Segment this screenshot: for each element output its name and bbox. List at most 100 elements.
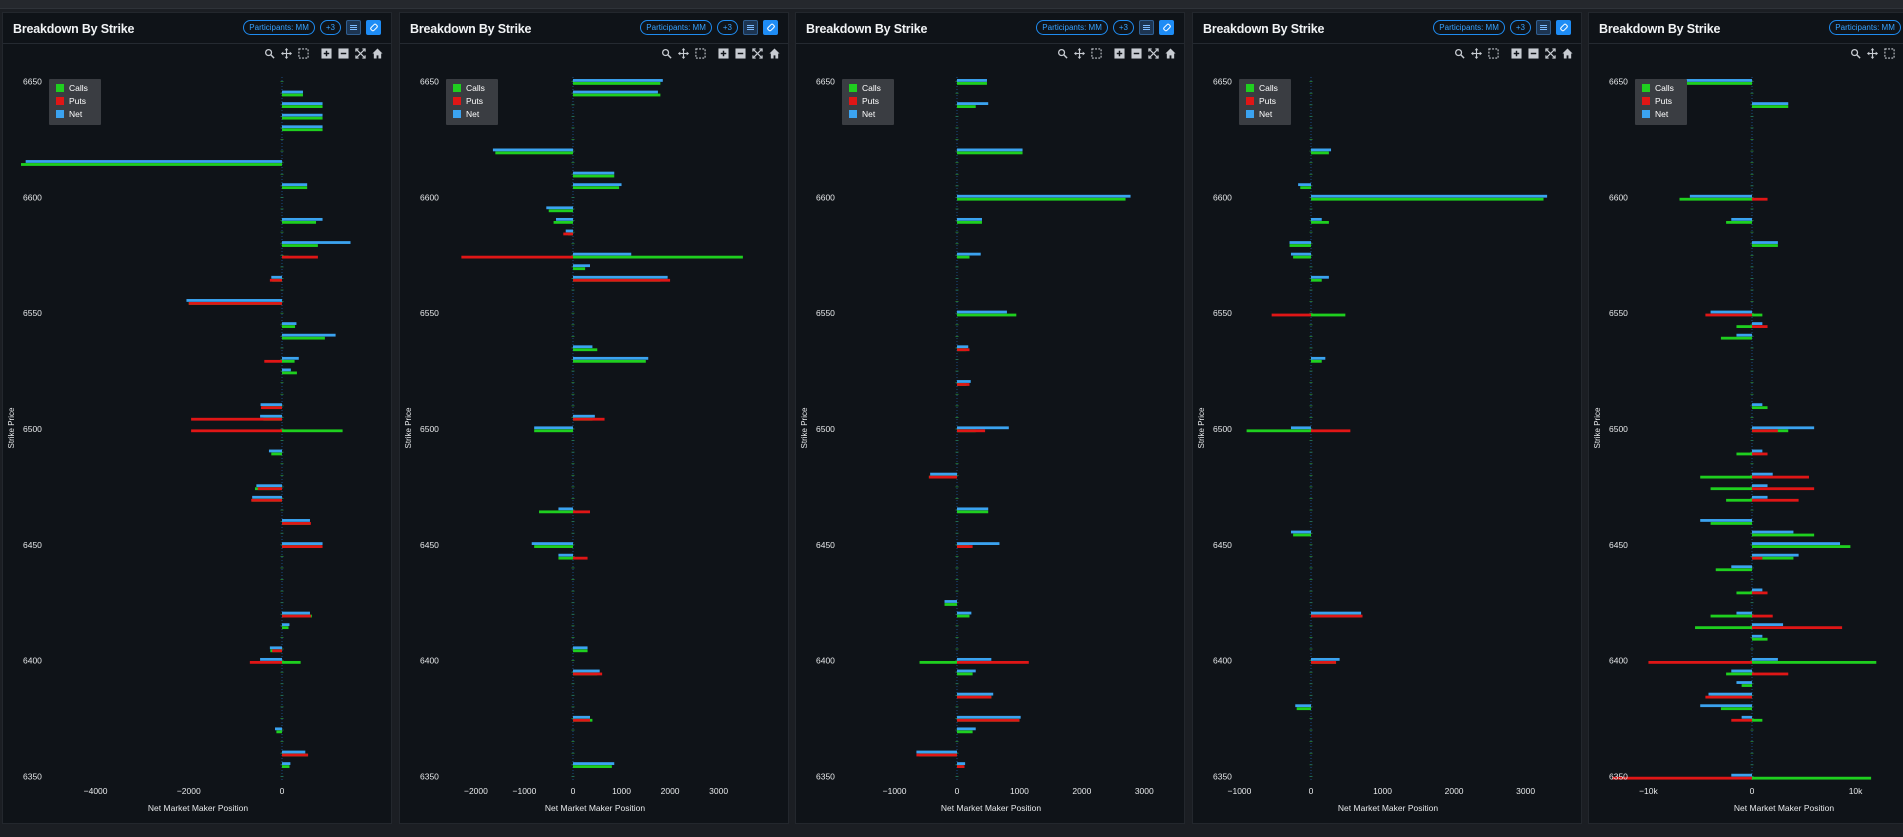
net-bar[interactable] bbox=[916, 750, 957, 754]
net-bar[interactable] bbox=[957, 102, 989, 105]
more-filters-chip[interactable]: +3 bbox=[716, 20, 738, 35]
zoom-out-icon[interactable] bbox=[1130, 47, 1142, 59]
legend[interactable]: Calls Puts Net bbox=[1635, 79, 1687, 125]
net-bar[interactable] bbox=[957, 611, 972, 615]
puts-bar[interactable] bbox=[957, 545, 973, 548]
net-bar[interactable] bbox=[957, 252, 981, 256]
calls-bar[interactable] bbox=[282, 220, 317, 224]
net-bar[interactable] bbox=[260, 657, 282, 661]
net-bar[interactable] bbox=[252, 495, 282, 499]
puts-bar[interactable] bbox=[282, 545, 323, 548]
calls-bar[interactable] bbox=[1752, 556, 1794, 560]
calls-bar[interactable] bbox=[1726, 498, 1752, 502]
puts-bar[interactable] bbox=[957, 660, 1029, 664]
zoom-in-icon[interactable] bbox=[1113, 47, 1125, 59]
calls-bar[interactable] bbox=[1695, 626, 1752, 630]
list-settings-button[interactable] bbox=[346, 20, 361, 35]
calls-bar[interactable] bbox=[282, 765, 290, 768]
list-settings-button[interactable] bbox=[1536, 20, 1551, 35]
calls-bar[interactable] bbox=[957, 220, 982, 224]
net-bar[interactable] bbox=[1736, 611, 1752, 615]
bar-chart[interactable]: 6350 6400 6450 6500 6550 6600 6650 −10k 0 10k Net … bbox=[1589, 13, 1903, 824]
calls-bar[interactable] bbox=[282, 660, 301, 664]
net-bar[interactable] bbox=[1311, 275, 1329, 279]
zoom-icon[interactable] bbox=[1453, 47, 1465, 59]
puts-bar[interactable] bbox=[1311, 429, 1351, 433]
calls-bar[interactable] bbox=[282, 116, 323, 120]
puts-bar[interactable] bbox=[282, 614, 311, 618]
net-bar[interactable] bbox=[1298, 183, 1311, 187]
link-button[interactable] bbox=[1159, 20, 1174, 35]
calls-bar[interactable] bbox=[1300, 186, 1311, 190]
calls-bar[interactable] bbox=[1246, 429, 1311, 433]
list-settings-button[interactable] bbox=[1139, 20, 1154, 35]
bar-chart[interactable]: 6350 6400 6450 6500 6550 6600 6650 −1000 0 1000 20… bbox=[1193, 13, 1582, 824]
puts-bar[interactable] bbox=[1752, 591, 1768, 595]
link-button[interactable] bbox=[763, 20, 778, 35]
puts-bar[interactable] bbox=[461, 255, 573, 259]
puts-bar[interactable] bbox=[957, 348, 970, 352]
calls-bar[interactable] bbox=[1296, 707, 1311, 711]
more-filters-chip[interactable]: +3 bbox=[1112, 20, 1134, 35]
net-bar[interactable] bbox=[1311, 217, 1322, 221]
net-bar[interactable] bbox=[1752, 553, 1799, 557]
net-bar[interactable] bbox=[1752, 623, 1784, 627]
net-bar[interactable] bbox=[256, 484, 282, 488]
net-bar[interactable] bbox=[957, 692, 994, 696]
net-bar[interactable] bbox=[957, 727, 976, 731]
puts-bar[interactable] bbox=[1752, 614, 1773, 618]
autoscale-icon[interactable] bbox=[751, 47, 763, 59]
net-bar[interactable] bbox=[1295, 704, 1311, 708]
net-bar[interactable] bbox=[1290, 426, 1311, 430]
net-bar[interactable] bbox=[957, 426, 1009, 430]
calls-bar[interactable] bbox=[1736, 591, 1752, 595]
calls-bar[interactable] bbox=[21, 163, 282, 166]
calls-bar[interactable] bbox=[1741, 684, 1752, 687]
reset-home-icon[interactable] bbox=[1561, 47, 1573, 59]
puts-bar[interactable] bbox=[191, 417, 282, 421]
puts-bar[interactable] bbox=[957, 429, 986, 433]
calls-bar[interactable] bbox=[573, 186, 620, 190]
calls-bar[interactable] bbox=[1752, 718, 1763, 722]
bar-chart[interactable]: 6350 6400 6450 6500 6550 6600 6650 −4000 −2000 0 N… bbox=[3, 13, 392, 824]
puts-bar[interactable] bbox=[264, 359, 282, 363]
puts-bar[interactable] bbox=[957, 765, 965, 768]
calls-bar[interactable] bbox=[282, 93, 303, 97]
net-bar[interactable] bbox=[573, 356, 649, 360]
participants-filter-chip[interactable]: Participants: MM bbox=[1433, 20, 1505, 35]
net-bar[interactable] bbox=[1311, 194, 1548, 198]
legend[interactable]: Calls Puts Net bbox=[49, 79, 101, 125]
net-bar[interactable] bbox=[1752, 484, 1768, 488]
net-bar[interactable] bbox=[1736, 681, 1752, 684]
puts-bar[interactable] bbox=[928, 475, 957, 479]
calls-bar[interactable] bbox=[1311, 197, 1544, 201]
calls-bar[interactable] bbox=[282, 244, 318, 247]
calls-bar[interactable] bbox=[282, 626, 289, 630]
autoscale-icon[interactable] bbox=[354, 47, 366, 59]
puts-bar[interactable] bbox=[257, 487, 282, 491]
calls-bar[interactable] bbox=[1311, 359, 1322, 363]
net-bar[interactable] bbox=[957, 657, 992, 661]
puts-bar[interactable] bbox=[1752, 197, 1768, 201]
calls-bar[interactable] bbox=[957, 151, 1023, 155]
puts-bar[interactable] bbox=[573, 672, 603, 676]
pan-icon[interactable] bbox=[1470, 47, 1482, 59]
calls-bar[interactable] bbox=[573, 267, 586, 271]
bar-chart[interactable]: 6350 6400 6450 6500 6550 6600 6650 −1000 0 1000 20… bbox=[796, 13, 1185, 824]
net-bar[interactable] bbox=[1653, 79, 1752, 82]
net-bar[interactable] bbox=[573, 171, 615, 175]
net-bar[interactable] bbox=[492, 148, 573, 152]
list-settings-button[interactable] bbox=[743, 20, 758, 35]
calls-bar[interactable] bbox=[1752, 660, 1877, 664]
calls-bar[interactable] bbox=[573, 765, 612, 768]
calls-bar[interactable] bbox=[495, 151, 573, 155]
box-select-icon[interactable] bbox=[297, 47, 309, 59]
net-bar[interactable] bbox=[573, 345, 593, 349]
net-bar[interactable] bbox=[1311, 148, 1332, 152]
puts-bar[interactable] bbox=[573, 417, 605, 421]
net-bar[interactable] bbox=[268, 449, 282, 453]
calls-bar[interactable] bbox=[1700, 475, 1752, 479]
net-bar[interactable] bbox=[282, 90, 303, 94]
net-bar[interactable] bbox=[282, 333, 336, 337]
zoom-icon[interactable] bbox=[1849, 47, 1861, 59]
